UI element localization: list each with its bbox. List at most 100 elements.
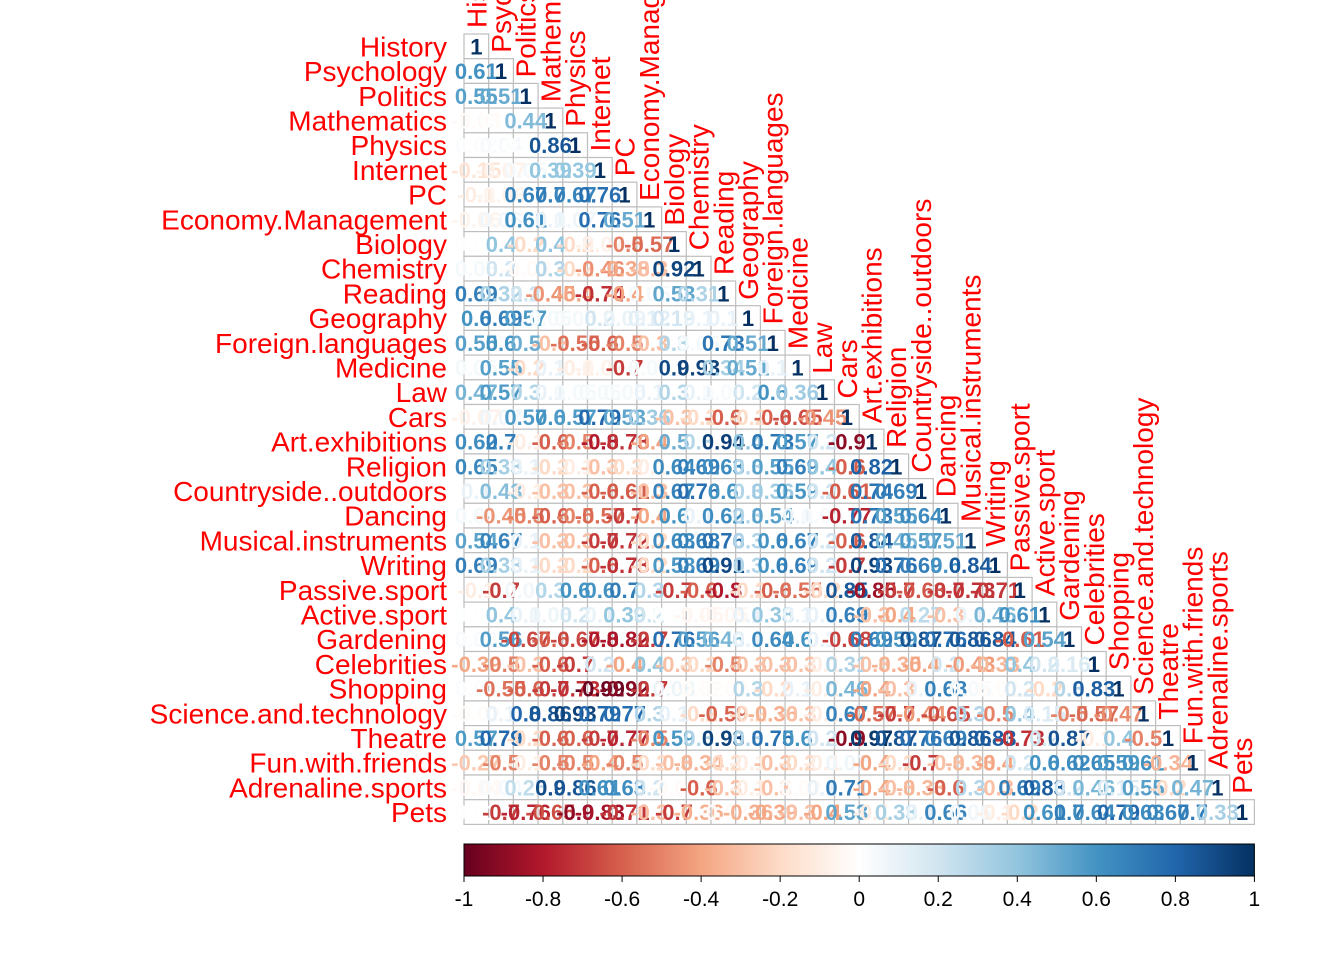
coefficient-label: 0.2	[634, 775, 665, 800]
coefficient-label: 0.15	[1023, 701, 1066, 726]
coefficient-label: -0.67	[501, 627, 551, 652]
coefficient-label: 0.2	[733, 380, 764, 405]
column-label: Fun.with.friends	[1178, 547, 1209, 745]
coefficient-label: -0.5	[630, 726, 668, 751]
coefficient-label: -0.74	[575, 281, 626, 306]
matrix-cell	[1130, 724, 1157, 751]
coefficient-label: -0.1	[729, 775, 767, 800]
coefficient-label: -0.59	[698, 701, 748, 726]
coefficient-label: 0.1	[733, 602, 764, 627]
coefficient-label: 0.05	[628, 355, 671, 380]
row-label: Art.exhibitions	[271, 427, 447, 458]
matrix-cell	[636, 799, 663, 826]
coefficient-label: -0.3	[778, 701, 816, 726]
coefficient-label: -0.1	[457, 183, 495, 208]
coefficient-label: 0.69	[875, 479, 918, 504]
coefficient-label: 0.62	[702, 504, 745, 529]
coefficient-label: 0.45	[875, 528, 918, 553]
coefficient-label: 0.55	[455, 84, 498, 109]
matrix-cell	[586, 305, 613, 332]
matrix-cell	[784, 774, 811, 801]
matrix-cell	[735, 799, 762, 826]
matrix-cell	[685, 724, 712, 751]
coefficient-label: -0.3	[704, 775, 742, 800]
matrix-cell	[883, 552, 910, 579]
coefficient-label: 0.84	[949, 553, 993, 578]
coefficient-label: 0.93	[850, 553, 893, 578]
coefficient-label: 0.3	[733, 726, 764, 751]
coefficient-label: -0.5	[976, 701, 1014, 726]
matrix-cell	[660, 675, 687, 702]
coefficient-label: -0.3	[507, 652, 545, 677]
coefficient-label: 0.83	[1072, 677, 1115, 702]
coefficient-label: -0.7	[556, 652, 594, 677]
coefficient-label: -0.76	[501, 800, 551, 825]
coefficient-label: 0.02	[455, 133, 498, 158]
coefficient-label: -0.02	[451, 701, 501, 726]
coefficient-label: 0.57	[504, 306, 547, 331]
coefficient-label: 0.73	[751, 430, 794, 455]
matrix-cell	[463, 231, 490, 257]
matrix-cell	[809, 700, 836, 727]
coefficient-label: 1	[569, 133, 581, 158]
coefficient-label: 0.54	[455, 528, 499, 553]
coefficient-label: -0.2	[507, 355, 545, 380]
matrix-cell	[611, 453, 638, 480]
row-label: Shopping	[329, 674, 447, 705]
matrix-cell	[883, 675, 910, 702]
matrix-cell	[611, 799, 638, 826]
coefficient-label: -0.4	[630, 504, 669, 529]
coefficient-label: -0.73	[995, 726, 1045, 751]
coefficient-label: 1	[1038, 602, 1050, 627]
matrix-cell	[932, 650, 959, 677]
matrix-cell	[858, 527, 885, 554]
coefficient-label: 0.2	[1004, 677, 1035, 702]
coefficient-label: -0.3	[556, 479, 594, 504]
coefficient-label: 0.1	[461, 479, 492, 504]
row-label: Religion	[346, 451, 447, 482]
matrix-cell	[636, 478, 663, 504]
coefficient-label: -0.4	[853, 775, 892, 800]
coefficient-label: 0.3	[659, 331, 690, 356]
matrix-cell	[488, 181, 515, 208]
coefficient-label: -0.65	[772, 405, 822, 430]
column-label: Pets	[1227, 738, 1258, 794]
coefficient-label: -0.1	[729, 751, 767, 776]
coefficient-label: -0.06	[476, 183, 526, 208]
coefficient-label: -0.83	[575, 800, 625, 825]
matrix-cell	[537, 156, 564, 183]
coefficient-label: 0.1	[510, 454, 541, 479]
coefficient-label: -0.1	[803, 701, 841, 726]
coefficient-label: -0.2	[754, 677, 792, 702]
coefficient-label: 0.84	[974, 627, 1018, 652]
matrix-cell	[463, 724, 490, 751]
coefficient-label: 0.55	[875, 504, 918, 529]
column-label: Art.exhibitions	[857, 247, 888, 423]
coefficient-label: -0.7	[581, 726, 619, 751]
coefficient-label: -0.99	[575, 677, 625, 702]
matrix-cell	[1031, 749, 1058, 776]
matrix-cell	[488, 107, 515, 134]
matrix-cell	[537, 700, 564, 727]
matrix-cell	[759, 354, 786, 381]
matrix-cell	[562, 749, 589, 776]
column-label: Law	[807, 322, 838, 374]
coefficient-label: 1	[1088, 652, 1100, 677]
matrix-cell	[1031, 601, 1058, 628]
coefficient-label: 0.3	[733, 479, 764, 504]
matrix-cell	[957, 749, 984, 776]
coefficient-label: 0.51	[480, 84, 523, 109]
matrix-cell	[982, 576, 1009, 603]
coefficient-label: 0.46	[974, 602, 1017, 627]
column-label: Economy.Management	[634, 0, 665, 201]
coefficient-label: 0.3	[683, 726, 714, 751]
coefficient-label: 0.68	[924, 677, 967, 702]
coefficient-label: -0.03	[451, 108, 501, 133]
coefficient-label: -0.61	[599, 479, 649, 504]
coefficient-label: 0.4	[1004, 652, 1035, 677]
coefficient-label: 0.08	[653, 677, 696, 702]
coefficient-label: -0.07	[575, 232, 625, 257]
matrix-cell	[710, 280, 737, 307]
coefficient-label: 0.7	[535, 183, 566, 208]
coefficient-label: 1	[742, 306, 754, 331]
